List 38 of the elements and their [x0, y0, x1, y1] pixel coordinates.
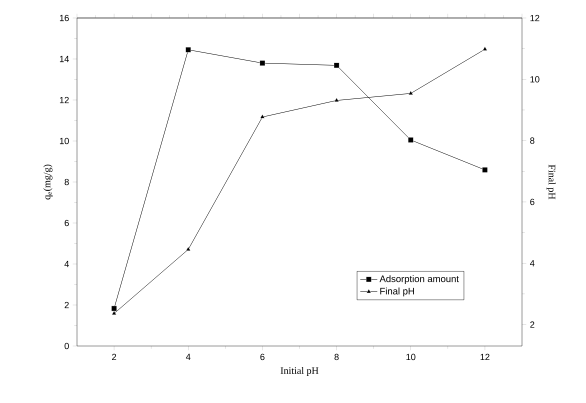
x-tick-label: 10	[406, 354, 416, 360]
point	[408, 137, 414, 143]
y2-tick-label: 2	[530, 321, 534, 328]
x-tick-label: 2	[112, 354, 116, 360]
y-tick-label: 16	[60, 14, 69, 22]
legend-label: Adsorption amount	[380, 275, 459, 284]
point	[186, 47, 191, 53]
point	[334, 62, 340, 68]
point	[112, 310, 116, 315]
legend-label: Final pH	[380, 288, 414, 296]
y-tick-label: 6	[64, 220, 69, 226]
point	[482, 167, 488, 173]
y2-tick-label: 10	[530, 76, 540, 82]
y-tick-label: 8	[64, 178, 69, 186]
point	[408, 90, 414, 95]
point	[111, 306, 117, 312]
point	[482, 46, 488, 51]
y2-tick-label: 6	[530, 198, 534, 206]
y2-axis-title: Final pH	[546, 164, 556, 200]
x-tick-label: 6	[260, 354, 265, 360]
point	[260, 60, 266, 66]
x-tick-label: 8	[334, 354, 339, 360]
x-axis-title: Initial pH	[280, 366, 318, 376]
y-tick-label: 10	[60, 138, 69, 144]
point	[186, 246, 191, 251]
y-tick-label: 12	[60, 96, 69, 104]
x-tick-label: 4	[186, 354, 190, 360]
y-axis-title: q$_{e}$(mg/g)	[43, 164, 52, 200]
y-tick-label: 4	[64, 260, 69, 268]
point	[260, 114, 265, 118]
y2-tick-label: 4	[530, 260, 534, 266]
point	[334, 98, 339, 102]
y-tick-label: 2	[64, 302, 69, 308]
y-tick-label: 14	[60, 56, 69, 62]
y2-tick-label: 12	[530, 14, 540, 22]
y2-tick-label: 8	[530, 137, 534, 144]
y-tick-label: 0	[64, 342, 69, 350]
x-tick-label: 12	[480, 354, 490, 360]
